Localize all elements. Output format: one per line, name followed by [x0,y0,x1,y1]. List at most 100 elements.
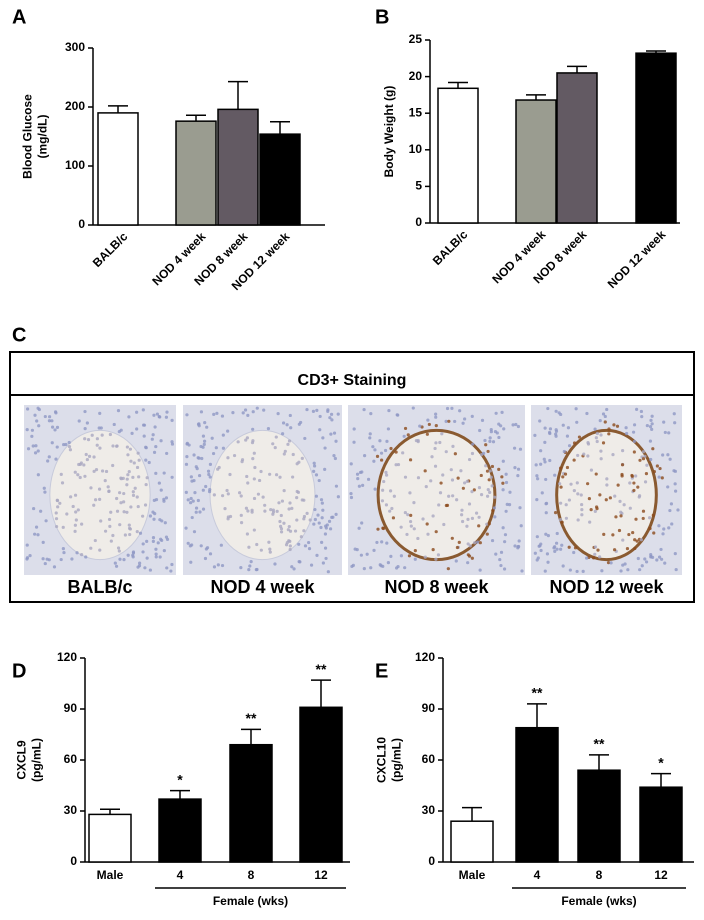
cell [632,488,636,493]
cell [632,439,637,444]
cell [459,469,463,473]
cell [67,440,71,445]
cell [425,522,429,526]
cell [55,498,59,502]
cell [546,534,550,538]
cell [303,436,307,441]
cell [255,542,259,547]
cell [250,508,254,512]
cell [453,419,457,424]
cell [650,422,654,426]
cell [169,569,173,573]
cell [126,553,130,557]
cell [631,530,635,535]
cell [516,544,520,549]
cell [136,504,140,509]
panel-letter: D [12,660,26,682]
cell [669,502,674,506]
cell [561,564,565,568]
cell [466,517,470,521]
cell [148,568,152,572]
cell [54,511,58,515]
y-tick-label: 120 [415,650,435,664]
cell [575,481,579,485]
cell [185,413,189,417]
y-axis-label: (pg/mL) [390,738,404,782]
cell [112,422,116,427]
cell [55,524,59,529]
cell [436,553,441,557]
cell [536,477,540,481]
cell [253,465,257,470]
cell [408,519,413,524]
cell [538,419,542,423]
cell [156,541,160,545]
cell [263,509,267,513]
cell [329,412,334,416]
cell [77,462,81,467]
cell [151,539,155,544]
cell [491,508,495,513]
cell [567,498,572,502]
cell [165,451,169,456]
cell [130,431,134,435]
cell [290,565,294,569]
cell [75,551,79,555]
cell [73,529,77,533]
cell [115,509,120,513]
cell [623,562,627,566]
cell [489,475,493,479]
cell [46,459,50,463]
cell [387,408,391,413]
cell [58,501,62,505]
cell [333,456,337,461]
cell [431,547,435,552]
cell [485,532,489,536]
cell [39,509,43,513]
cell [643,480,648,484]
cell [136,451,140,455]
cell [281,432,285,436]
cell [379,564,383,568]
cell [575,420,579,424]
cell [300,456,304,460]
cell [56,505,60,509]
cell [575,569,579,574]
cell [479,473,483,478]
cell [372,459,376,463]
staining-title: CD3+ Staining [298,372,407,389]
cell [633,538,637,542]
cell [643,454,647,458]
cell [108,524,112,528]
cell [468,544,472,548]
cell [86,438,91,442]
significance-label: ** [532,685,543,701]
cell [372,548,376,553]
cell [170,442,175,446]
y-tick-label: 60 [422,752,436,766]
cell [674,489,678,493]
staining-frame [9,351,695,603]
cell [153,425,157,429]
cell [76,508,80,512]
cell [137,475,141,479]
cell [326,570,330,574]
cell [488,490,492,494]
cell [87,454,92,458]
cell [396,462,401,467]
cell [336,412,340,416]
cell [501,488,505,492]
cell [446,567,450,571]
cell [628,506,632,510]
cell [403,475,408,479]
cell [125,483,129,487]
cell [649,555,653,559]
cell [278,475,282,479]
cell [607,432,611,436]
cell [274,473,279,477]
cell [208,488,212,492]
y-axis-label: Body Weight (g) [382,86,396,178]
cell [544,477,548,482]
cell [26,407,30,411]
cell [426,532,430,536]
